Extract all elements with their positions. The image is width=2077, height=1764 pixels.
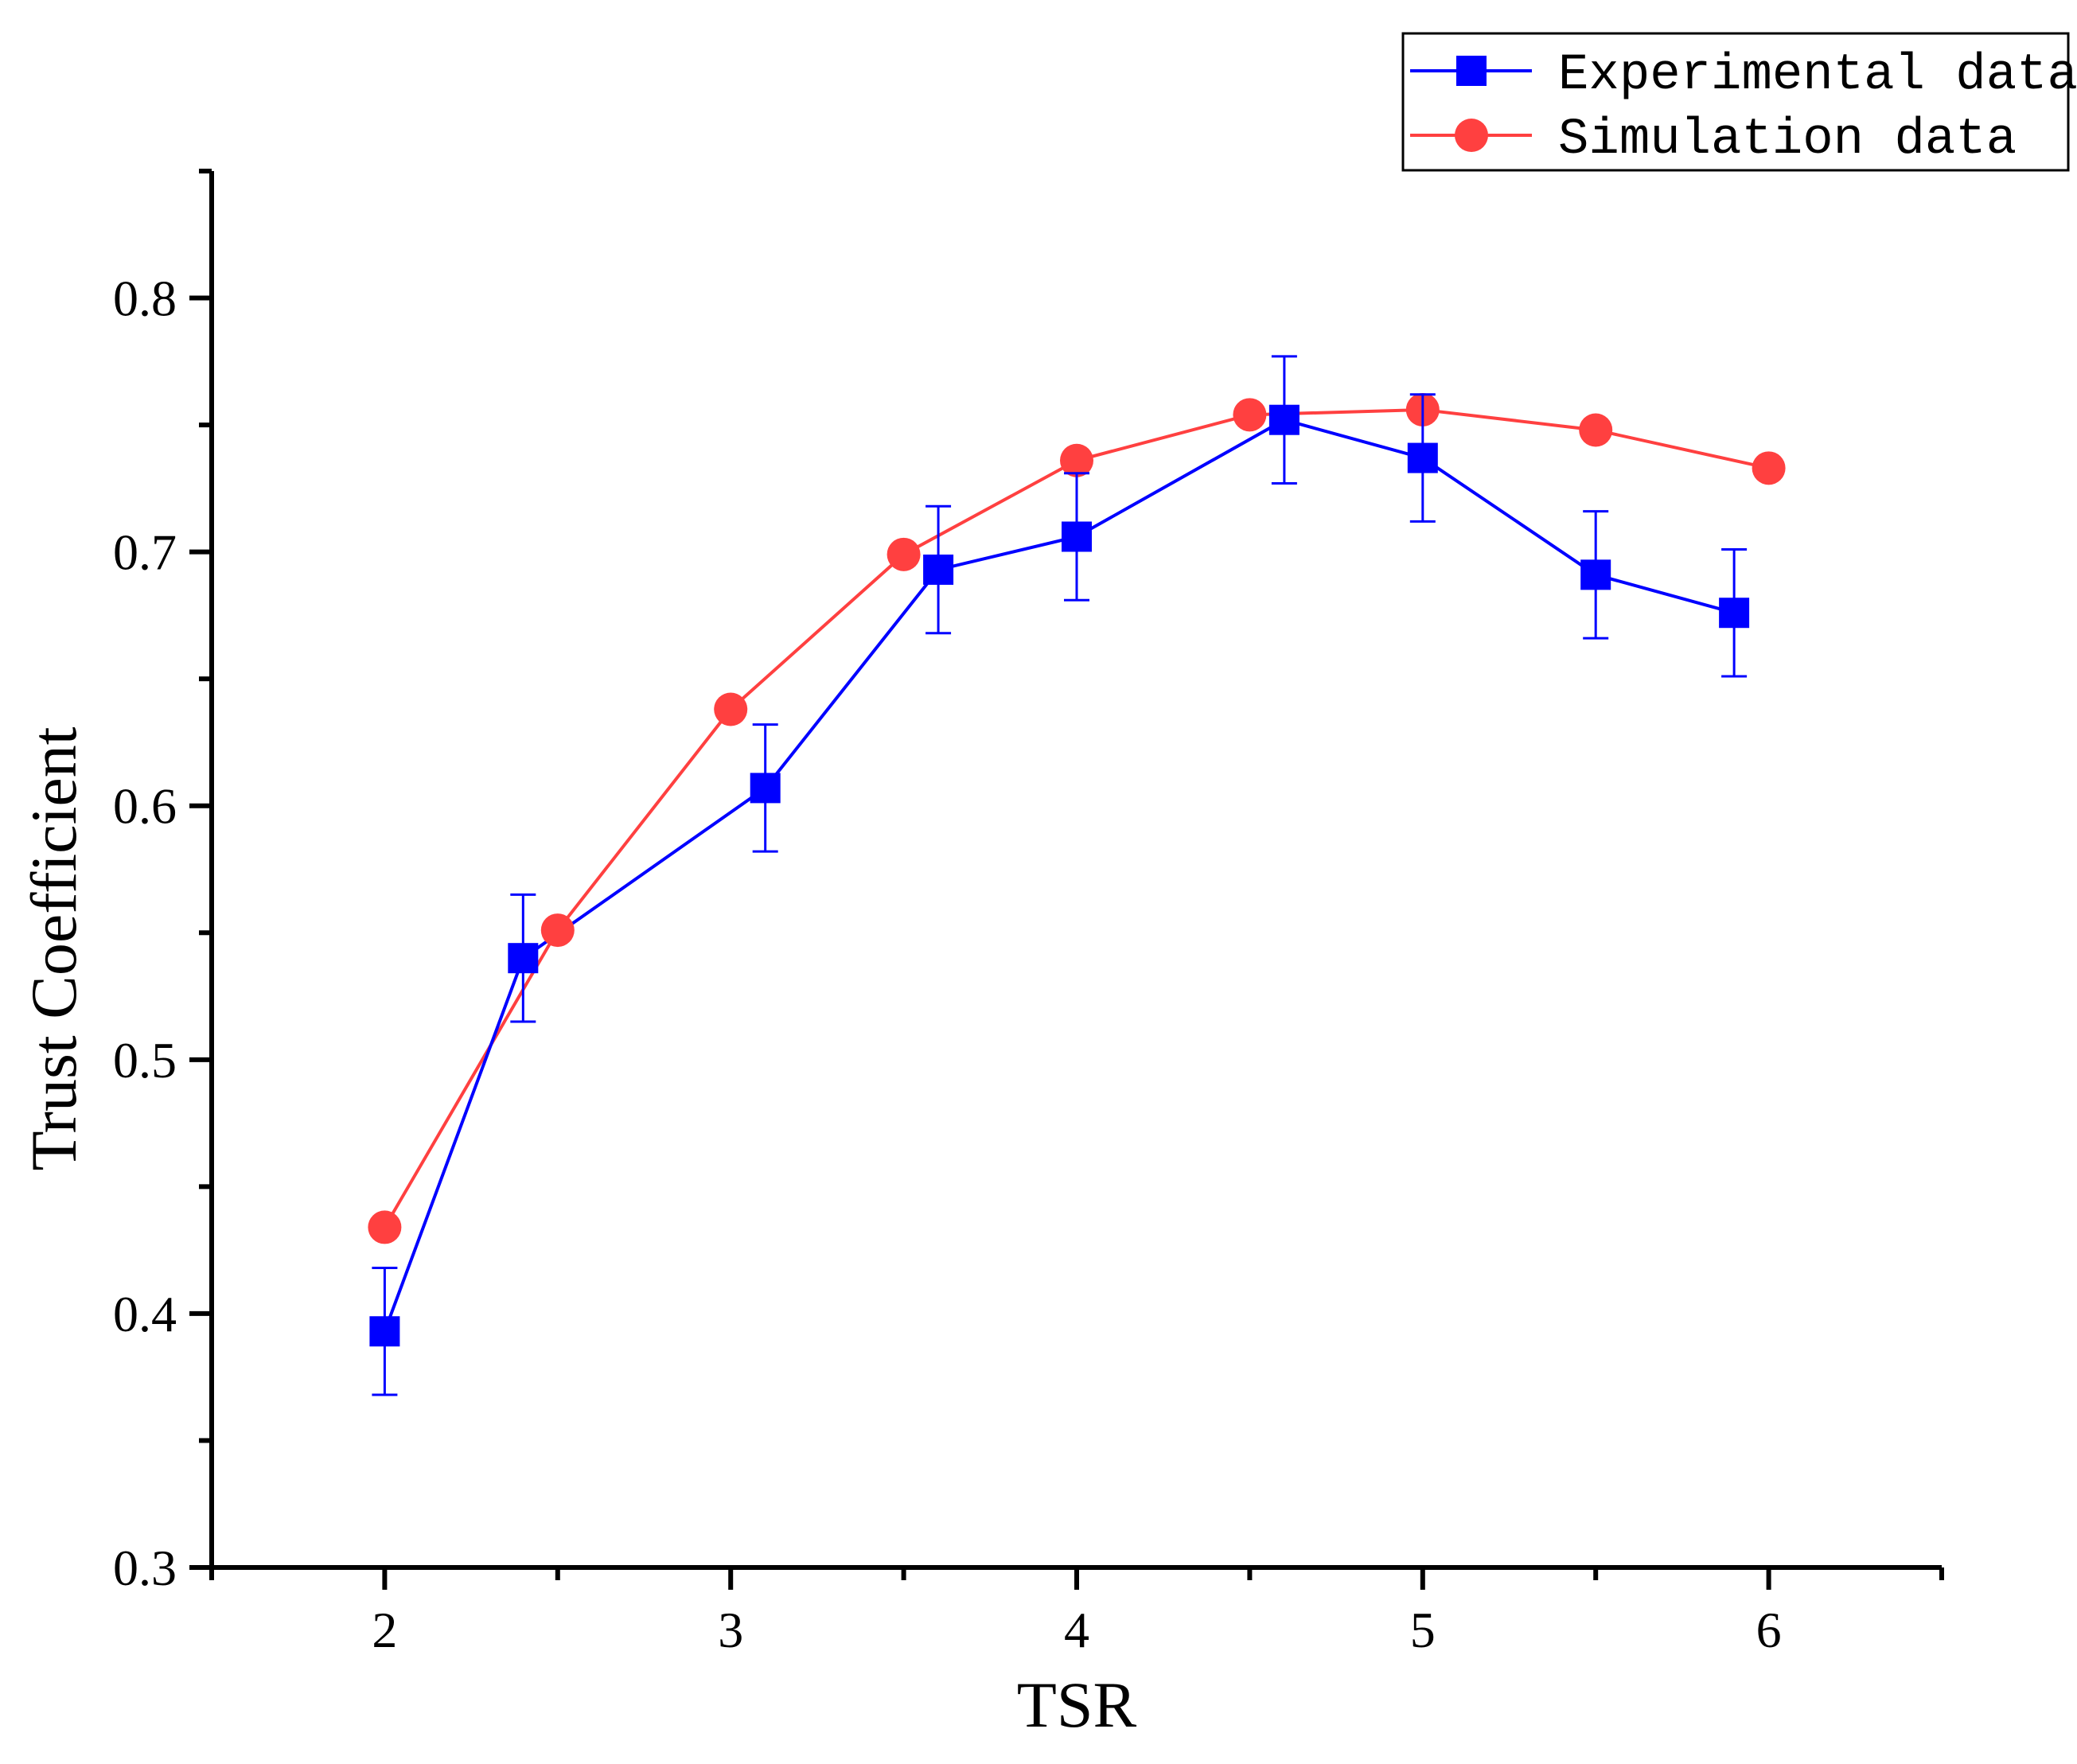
experimental-point (750, 773, 781, 804)
experimental-point (508, 943, 539, 974)
legend: Experimental data Simulation data (1401, 32, 2077, 172)
y-tick-label: 0.4 (113, 1286, 177, 1342)
legend-entry-experimental-marker (1456, 56, 1487, 86)
legend-entry-experimental-label: Experimental data (1558, 47, 2077, 104)
y-axis-title: Trust Coefficient (18, 726, 90, 1170)
experimental-point (1268, 404, 1300, 435)
legend-box (1401, 32, 2070, 172)
x-tick-label: 4 (1064, 1602, 1089, 1658)
experimental-point (1719, 598, 1750, 629)
simulation-point (1233, 398, 1267, 432)
legend-entry-simulation-marker (1455, 119, 1488, 152)
x-tick-label: 6 (1756, 1602, 1782, 1658)
axes: 2 3 4 5 6 0.3 0.4 0.5 0.6 0.7 0.8 (113, 169, 1944, 1658)
simulation-point (1752, 451, 1786, 485)
plot-area (368, 355, 1786, 1396)
experimental-point (1407, 442, 1438, 473)
simulation-point (540, 913, 575, 948)
y-tick-label: 0.8 (113, 271, 177, 327)
x-tick-label: 2 (372, 1602, 397, 1658)
y-tick-label: 0.5 (113, 1032, 177, 1088)
x-tick-label: 5 (1410, 1602, 1436, 1658)
simulation-point (1579, 413, 1613, 447)
x-tick-label: 3 (718, 1602, 743, 1658)
simulation-point (368, 1210, 402, 1244)
y-tick-label: 0.7 (113, 524, 177, 581)
experimental-series-line (383, 418, 1735, 1332)
simulation-point (1060, 443, 1093, 477)
experimental-point (1580, 559, 1611, 590)
experimental-point (923, 554, 954, 585)
y-tick-label: 0.6 (113, 778, 177, 835)
experimental-point (1062, 521, 1092, 552)
x-axis-title: TSR (1017, 1669, 1137, 1741)
experimental-point (369, 1316, 400, 1347)
y-tick-label: 0.3 (113, 1540, 177, 1596)
simulation-point (714, 692, 748, 726)
legend-entry-simulation-label: Simulation data (1558, 111, 2017, 169)
simulation-point (887, 537, 921, 571)
